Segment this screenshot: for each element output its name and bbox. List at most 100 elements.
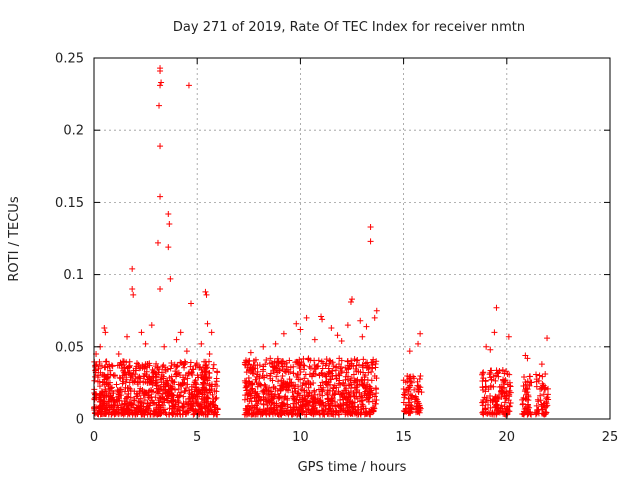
- data-point: [256, 362, 263, 369]
- data-point: [291, 385, 298, 392]
- data-point: [198, 374, 205, 381]
- data-point: [185, 82, 192, 89]
- data-point: [97, 397, 104, 404]
- data-point: [482, 378, 489, 385]
- data-point: [364, 390, 371, 397]
- data-point: [358, 406, 365, 413]
- data-point: [157, 82, 164, 89]
- data-point: [202, 288, 209, 295]
- data-point: [201, 358, 208, 365]
- data-point: [372, 385, 379, 392]
- data-point: [120, 406, 127, 413]
- data-point: [169, 402, 176, 409]
- data-point: [197, 409, 204, 416]
- data-point: [491, 411, 498, 418]
- data-point: [324, 391, 331, 398]
- data-point: [165, 382, 172, 389]
- data-point: [403, 405, 410, 412]
- data-point: [326, 387, 333, 394]
- data-point: [297, 376, 304, 383]
- data-point: [157, 404, 164, 411]
- data-point: [245, 375, 252, 382]
- data-point: [253, 379, 260, 386]
- data-point: [130, 404, 137, 411]
- data-point: [262, 361, 269, 368]
- data-point: [328, 370, 335, 377]
- data-point: [167, 365, 174, 372]
- data-point: [332, 367, 339, 374]
- y-axis-label: ROTI / TECUs: [7, 196, 22, 281]
- data-point: [185, 395, 192, 402]
- data-point: [505, 333, 512, 340]
- data-point: [306, 363, 313, 370]
- data-point: [368, 377, 375, 384]
- data-point: [413, 395, 420, 402]
- data-point: [134, 381, 141, 388]
- data-point: [305, 356, 312, 363]
- data-point: [99, 389, 106, 396]
- data-point: [279, 372, 286, 379]
- data-point: [256, 375, 263, 382]
- data-point: [111, 402, 118, 409]
- data-point: [115, 408, 122, 415]
- data-point: [107, 367, 114, 374]
- data-point: [319, 379, 326, 386]
- data-point: [495, 407, 502, 414]
- data-point: [368, 407, 375, 414]
- data-point: [318, 386, 325, 393]
- data-point: [137, 385, 144, 392]
- data-point: [101, 325, 108, 332]
- data-point: [199, 364, 206, 371]
- data-point: [281, 394, 288, 401]
- data-point: [297, 326, 304, 333]
- data-point: [185, 401, 192, 408]
- data-point: [148, 322, 155, 329]
- data-point: [124, 333, 131, 340]
- data-point: [314, 363, 321, 370]
- data-point: [521, 374, 528, 381]
- data-point: [160, 375, 167, 382]
- data-point: [302, 401, 309, 408]
- data-point: [319, 387, 326, 394]
- data-point: [298, 386, 305, 393]
- x-axis-label: GPS time / hours: [298, 460, 407, 475]
- data-point: [287, 379, 294, 386]
- data-point: [533, 378, 540, 385]
- data-point: [479, 384, 486, 391]
- data-point: [98, 363, 105, 370]
- data-point: [544, 394, 551, 401]
- data-point: [278, 358, 285, 365]
- data-point: [333, 408, 340, 415]
- data-point: [158, 394, 165, 401]
- data-point: [105, 409, 112, 416]
- data-point: [280, 382, 287, 389]
- data-point: [322, 362, 329, 369]
- data-point: [212, 403, 219, 410]
- data-point: [415, 340, 422, 347]
- data-point: [136, 373, 143, 380]
- data-point: [183, 401, 190, 408]
- data-point: [242, 405, 249, 412]
- data-point: [202, 411, 209, 418]
- data-point: [354, 395, 361, 402]
- data-point: [117, 392, 124, 399]
- data-point: [480, 369, 487, 376]
- data-point: [288, 379, 295, 386]
- data-point: [310, 405, 317, 412]
- data-point: [329, 392, 336, 399]
- data-point: [208, 329, 215, 336]
- data-point: [272, 340, 279, 347]
- data-point: [277, 386, 284, 393]
- data-point: [133, 390, 140, 397]
- data-point: [152, 410, 159, 417]
- data-point: [373, 375, 380, 382]
- data-point: [335, 403, 342, 410]
- data-point: [190, 400, 197, 407]
- data-point: [191, 410, 198, 417]
- data-point: [260, 387, 267, 394]
- data-point: [318, 358, 325, 365]
- data-point: [252, 398, 259, 405]
- data-point: [98, 408, 105, 415]
- data-point: [168, 386, 175, 393]
- data-point: [318, 313, 325, 320]
